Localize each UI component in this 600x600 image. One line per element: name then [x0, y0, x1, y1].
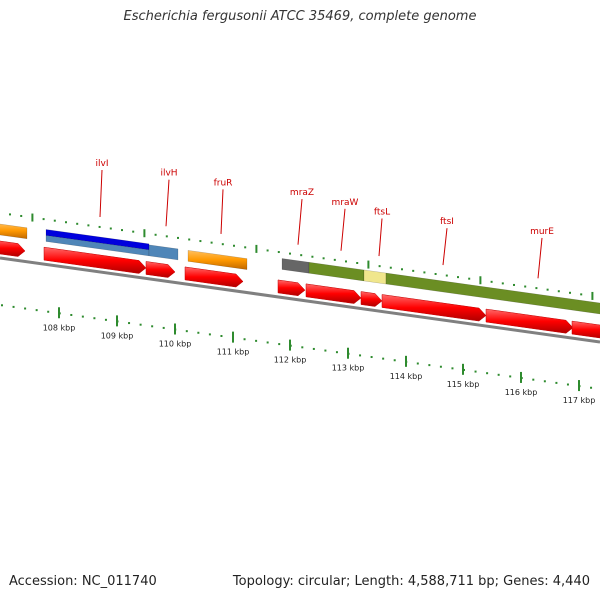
cds-arrow — [277, 279, 306, 296]
gene-leader-line — [340, 208, 346, 251]
accession-text: Accession: NC_011740 — [9, 574, 157, 589]
gene-label: ilvI — [96, 159, 109, 169]
genome-backbone — [0, 256, 600, 344]
genome-title: Escherichia fergusonii ATCC 35469, compl… — [123, 9, 477, 24]
gene-label: ftsI — [440, 217, 454, 227]
gene-feature-khaki — [363, 269, 387, 285]
gene-label: mraW — [332, 198, 359, 208]
cds-arrow — [0, 240, 26, 257]
gene-label: murE — [530, 227, 554, 237]
feature-track — [0, 223, 600, 339]
cds-arrow — [381, 294, 487, 322]
ruler-label: 112 kbp — [274, 356, 307, 365]
outer-tick-row — [9, 213, 594, 300]
ruler-label: 110 kbp — [159, 340, 192, 349]
gene-feature-steelblue — [148, 244, 179, 261]
gene-feature-olive — [385, 272, 600, 315]
gene-feature-orange — [0, 223, 28, 240]
cds-arrow — [305, 283, 362, 304]
ruler-label: 113 kbp — [332, 364, 365, 373]
gene-label: fruR — [214, 178, 233, 188]
ruler-label: 108 kbp — [43, 323, 76, 332]
gene-leader-line — [378, 218, 383, 257]
cds-arrow — [145, 261, 176, 278]
ruler-label: 117 kbp — [563, 396, 596, 405]
ruler-label: 115 kbp — [447, 380, 480, 389]
ruler-label: 109 kbp — [101, 331, 134, 340]
gene-leader-line — [442, 228, 448, 266]
gene-leader-line — [99, 169, 103, 218]
gene-feature-olive — [308, 261, 365, 282]
gene-feature-gray — [281, 258, 310, 274]
gene-leader-line — [537, 237, 543, 279]
gene-label: ilvH — [160, 169, 177, 179]
ruler-label: 114 kbp — [390, 372, 423, 381]
gene-feature-orange — [187, 250, 248, 270]
gene-leader-line — [165, 179, 170, 227]
gene-label: ftsL — [374, 208, 390, 218]
cds-arrow — [184, 266, 244, 288]
gene-label-layer: ilvI ilvH fruR mraZ mraW ftsL ftsI murE — [96, 159, 554, 279]
cds-arrow — [485, 308, 574, 334]
kbp-ruler: 108 kbp 109 kbp 110 kbp 111 kbp 112 kbp 113 k… — [1, 304, 596, 405]
gene-leader-line — [297, 199, 303, 245]
backbone-line — [0, 256, 600, 344]
topology-text: Topology: circular; Length: 4,588,711 bp… — [232, 574, 590, 589]
cds-arrow — [571, 320, 600, 339]
ruler-label: 111 kbp — [217, 348, 250, 357]
gene-leader-line — [220, 189, 224, 234]
cds-arrow — [360, 291, 383, 307]
gene-label: mraZ — [290, 188, 314, 198]
cds-arrow — [43, 246, 147, 274]
ruler-label: 116 kbp — [505, 388, 538, 397]
